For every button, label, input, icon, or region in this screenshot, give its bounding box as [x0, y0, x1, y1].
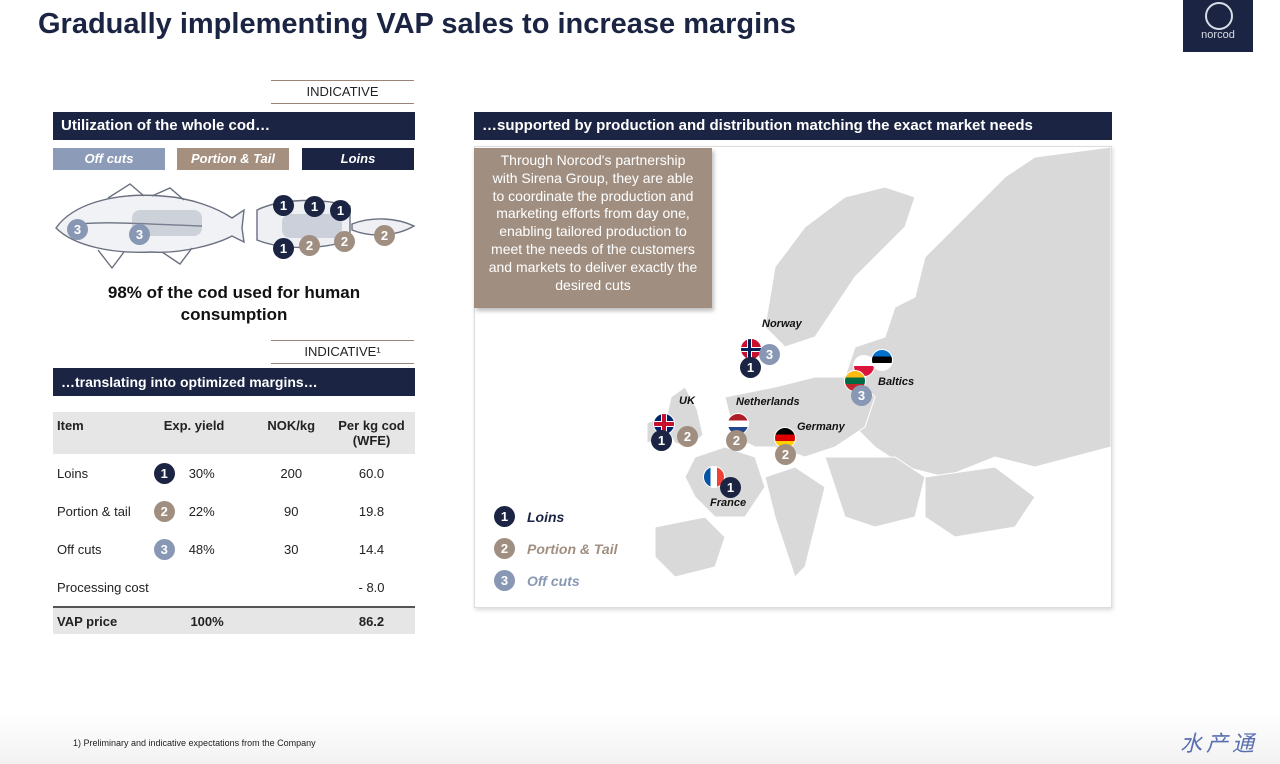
margins-section-title: …translating into optimized margins… — [53, 368, 415, 396]
row-yield: 48% — [188, 541, 215, 557]
callout-line: and markets to deliver exactly the — [488, 258, 698, 275]
row-nok: 90 — [284, 503, 299, 519]
fish-badge-offcuts-a: 3 — [67, 219, 88, 240]
label-uk: UK — [679, 395, 695, 407]
fish-badge-loins-d: 1 — [273, 238, 294, 259]
row-item: Off cuts — [57, 541, 102, 557]
table-row: Loins 1 30% 200 60.0 — [53, 454, 415, 492]
table-row: Portion & tail 2 22% 90 19.8 — [53, 492, 415, 530]
baltics-offcuts-badge: 3 — [851, 385, 872, 406]
row-yield-cell: 3 48% — [153, 530, 255, 568]
row-yield-cell: 1 30% — [153, 454, 255, 492]
fish-badge-loins-b: 1 — [304, 196, 325, 217]
row-perkg: 14.4 — [358, 541, 385, 557]
row-yield-cell: 2 22% — [153, 492, 255, 530]
col-exp-yield: Exp. yield — [159, 412, 255, 454]
estonia-flag-icon — [871, 349, 893, 371]
row-yield: 22% — [188, 503, 215, 519]
callout-line: Through Norcod's partnership — [500, 152, 686, 168]
callout-line: enabling tailored production to — [499, 223, 687, 240]
germany-portion-badge: 2 — [775, 444, 796, 465]
total-nok — [254, 606, 329, 634]
chip-portion-tail: Portion & Tail — [177, 148, 289, 170]
table-row: Processing cost - 8.0 — [53, 568, 415, 607]
legend-offcuts-badge: 3 — [494, 570, 515, 591]
margin-table: Item Exp. yield NOK/kg Per kg cod (WFE) … — [53, 412, 415, 634]
row-yield: 30% — [188, 465, 215, 481]
table-row: Off cuts 3 48% 30 14.4 — [53, 530, 415, 568]
portion-badge: 2 — [153, 500, 175, 522]
offcuts-badge: 3 — [153, 538, 175, 560]
uk-flag-icon — [653, 413, 675, 435]
logo-text: norcod — [1201, 29, 1235, 41]
legend-portion-label: Portion & Tail — [527, 541, 618, 557]
netherlands-portion-badge: 2 — [726, 430, 747, 451]
table-total-row: VAP price 100% 86.2 — [53, 606, 415, 634]
europe-map — [474, 146, 1112, 608]
fish-badge-portion-a: 2 — [299, 235, 320, 256]
row-item: Portion & tail — [57, 503, 131, 519]
sirena-partnership-callout: Through Norcod's partnership with Sirena… — [474, 148, 712, 308]
row-item: Loins — [57, 465, 89, 481]
row-perkg: 19.8 — [358, 503, 385, 519]
chip-loins: Loins — [302, 148, 414, 170]
logo-ring-icon — [1205, 2, 1233, 30]
loins-badge: 1 — [153, 462, 175, 484]
table-header-row: Item Exp. yield NOK/kg Per kg cod (WFE) — [53, 412, 415, 454]
row-nok: 200 — [280, 465, 303, 481]
fish-badge-offcuts-b: 3 — [129, 224, 150, 245]
label-baltics: Baltics — [878, 376, 915, 388]
whole-cod-section-title: Utilization of the whole cod… — [53, 112, 415, 140]
norcod-logo: norcod — [1183, 0, 1253, 52]
row-item: Processing cost — [57, 579, 149, 595]
fish-badge-portion-b: 2 — [334, 231, 355, 252]
footer-band — [0, 712, 1280, 764]
uk-loins-badge: 1 — [651, 430, 672, 451]
label-france: France — [710, 497, 747, 509]
france-flag-icon — [703, 466, 725, 488]
legend-portion-badge: 2 — [494, 538, 515, 559]
france-loins-badge: 1 — [720, 477, 741, 498]
row-nok: 30 — [284, 541, 299, 557]
norway-offcuts-badge: 3 — [759, 344, 780, 365]
row-perkg: 60.0 — [358, 465, 385, 481]
watermark: 水产通 — [1180, 731, 1259, 756]
callout-line: to coordinate the production and — [492, 187, 694, 204]
callout-line: with Sirena Group, they are able — [492, 169, 694, 186]
col-nok-kg: NOK/kg — [254, 412, 329, 454]
label-netherlands: Netherlands — [736, 396, 800, 408]
callout-line: meet the needs of the customers — [491, 240, 695, 257]
callout-line: desired cuts — [555, 276, 631, 293]
footnote: 1) Preliminary and indicative expectatio… — [73, 738, 316, 748]
caption-line-2: consumption — [180, 305, 288, 324]
row-nok — [254, 568, 328, 607]
col-item: Item — [53, 412, 160, 454]
fish-badge-loins-a: 1 — [273, 195, 294, 216]
legend-loins-badge: 1 — [494, 506, 515, 527]
fish-badge-portion-c: 2 — [374, 225, 395, 246]
europe-map-shape — [646, 147, 1111, 578]
total-yield: 100% — [159, 606, 255, 634]
label-germany: Germany — [797, 421, 845, 433]
indicative-label: INDICATIVE — [271, 80, 414, 104]
indicative-footnoted-label: INDICATIVE¹ — [271, 340, 414, 364]
legend-loins-label: Loins — [527, 509, 565, 525]
total-perkg: 86.2 — [328, 606, 415, 634]
distribution-section-title: …supported by production and distributio… — [474, 112, 1112, 140]
cod-fish-illustration — [55, 183, 416, 270]
norway-loins-badge: 1 — [740, 357, 761, 378]
callout-line: marketing efforts from day one, — [496, 205, 690, 222]
page-title: Gradually implementing VAP sales to incr… — [38, 8, 797, 40]
fish-badge-loins-c: 1 — [330, 200, 351, 221]
caption-line-1: 98% of the cod used for human — [107, 283, 361, 302]
total-item: VAP price — [53, 606, 160, 634]
cod-usage-caption: 98% of the cod used for human consumptio… — [53, 282, 415, 326]
chip-off-cuts: Off cuts — [53, 148, 165, 170]
label-norway: Norway — [762, 318, 802, 330]
legend-offcuts-label: Off cuts — [527, 573, 580, 589]
row-perkg: - 8.0 — [358, 579, 385, 595]
uk-portion-badge: 2 — [677, 426, 698, 447]
col-per-kg-cod: Per kg cod (WFE) — [328, 412, 415, 454]
